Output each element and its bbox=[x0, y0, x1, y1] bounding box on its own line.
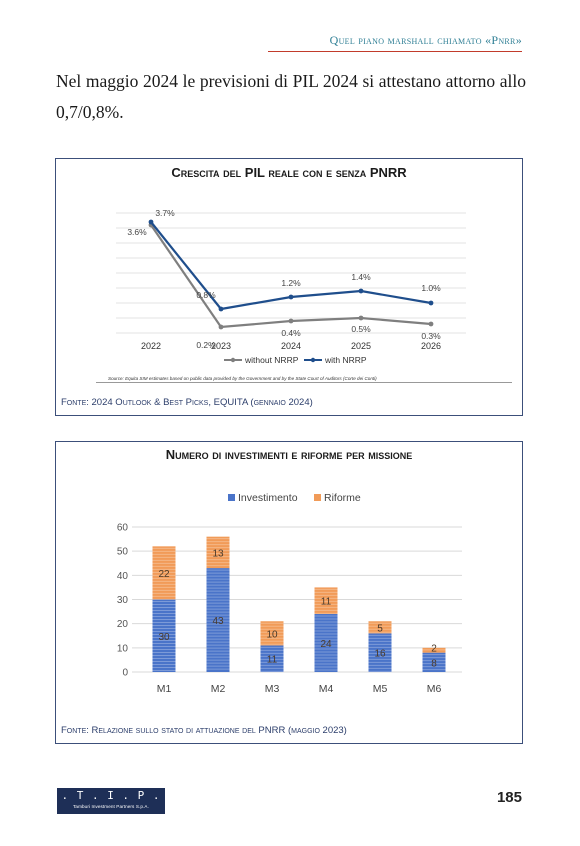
data-point bbox=[358, 315, 364, 321]
data-label: 2 bbox=[431, 644, 437, 655]
data-label: 22 bbox=[158, 569, 170, 580]
y-tick-label: 10 bbox=[117, 643, 129, 654]
missions-bar-chart: 0 10 20 30 40 50 60 Investimento Riforme 30 22 M1 43… bbox=[117, 492, 462, 695]
logo-subtext: Tamburi Investment Partners S.p.A. bbox=[73, 804, 149, 809]
data-label: 0.4% bbox=[281, 328, 301, 338]
chart-title: Numero di investimenti e riforme per mis… bbox=[165, 447, 413, 462]
data-label: 11 bbox=[267, 655, 278, 666]
legend-label: with NRRP bbox=[324, 355, 367, 365]
bar-investimento bbox=[260, 645, 284, 672]
data-label: 3.7% bbox=[155, 208, 175, 218]
data-point bbox=[148, 219, 154, 225]
data-label: 16 bbox=[374, 649, 386, 660]
page-number: 185 bbox=[496, 789, 522, 806]
y-tick-label: 40 bbox=[117, 571, 129, 582]
logo-text: . T . I . P . bbox=[61, 789, 161, 802]
legend-label: Investimento bbox=[238, 492, 298, 504]
data-label: 5 bbox=[377, 623, 383, 634]
x-tick-label: M3 bbox=[265, 683, 280, 695]
data-point bbox=[218, 324, 224, 330]
legend-marker bbox=[230, 357, 236, 363]
data-label: 3.6% bbox=[127, 227, 147, 237]
x-tick-label: 2026 bbox=[421, 341, 441, 351]
figure-gdp-growth: Crescita del PIL reale con e senza PNRR … bbox=[55, 158, 523, 416]
data-label: 13 bbox=[212, 548, 224, 559]
bar-riforme bbox=[152, 546, 176, 600]
bar-investimento bbox=[368, 633, 392, 672]
legend-label: Riforme bbox=[324, 492, 361, 504]
x-tick-label: M5 bbox=[373, 683, 388, 695]
bar-investimento bbox=[314, 614, 338, 672]
data-label: 30 bbox=[158, 632, 170, 643]
x-tick-label: 2022 bbox=[141, 341, 161, 351]
data-label: 0.5% bbox=[351, 324, 371, 334]
chart-source-note: Source: Equita SIM estimates based on pu… bbox=[108, 376, 377, 381]
data-point bbox=[358, 288, 364, 294]
y-tick-label: 20 bbox=[117, 619, 129, 630]
x-tick-label: M4 bbox=[319, 683, 334, 695]
series-line-without-nrrp bbox=[150, 224, 432, 329]
bar-investimento bbox=[152, 599, 176, 672]
x-tick-label: M6 bbox=[427, 683, 442, 695]
y-tick-label: 0 bbox=[122, 668, 128, 679]
figure-caption: Fonte: 2024 Outlook & Best Picks, EQUITA… bbox=[61, 397, 313, 408]
data-label: 11 bbox=[321, 597, 332, 608]
figure-caption: Fonte: Relazione sullo stato di attuazio… bbox=[61, 725, 347, 736]
gdp-line-chart: 3.6% 0.2% 0.4% 0.5% 0.3% 3.7% 0.8% 1.2% 1.4% 1.0%… bbox=[116, 208, 466, 365]
divider bbox=[96, 382, 512, 383]
data-point bbox=[428, 321, 434, 327]
data-label: 10 bbox=[266, 629, 278, 640]
legend-label: without NRRP bbox=[244, 355, 299, 365]
x-tick-label: 2024 bbox=[281, 341, 301, 351]
bar-investimento bbox=[422, 652, 446, 672]
bar-riforme bbox=[260, 621, 284, 646]
figure-investments-reforms: Numero di investimenti e riforme per mis… bbox=[55, 441, 523, 744]
bar-riforme bbox=[422, 647, 446, 653]
chart-title: Crescita del PIL reale con e senza PNRR bbox=[171, 165, 407, 180]
data-point bbox=[218, 306, 224, 312]
header-rule bbox=[268, 51, 522, 52]
bar-investimento bbox=[206, 568, 230, 672]
data-label: 8 bbox=[431, 658, 437, 669]
data-label: 0.2% bbox=[196, 340, 216, 350]
data-label: 43 bbox=[212, 616, 224, 627]
data-label: 0.3% bbox=[421, 331, 441, 341]
y-tick-label: 60 bbox=[117, 523, 129, 534]
bar-riforme bbox=[206, 536, 230, 569]
data-point bbox=[288, 318, 294, 324]
data-point bbox=[288, 294, 294, 300]
x-tick-label: 2023 bbox=[211, 341, 231, 351]
legend-marker bbox=[310, 357, 316, 363]
tip-logo: . T . I . P . Tamburi Investment Partner… bbox=[57, 788, 165, 814]
x-tick-label: M2 bbox=[211, 683, 226, 695]
legend-swatch bbox=[314, 494, 321, 501]
data-label: 1.4% bbox=[351, 272, 371, 282]
x-tick-label: 2025 bbox=[351, 341, 371, 351]
data-label: 24 bbox=[320, 639, 332, 650]
y-tick-label: 30 bbox=[117, 595, 129, 606]
bar-riforme bbox=[368, 621, 392, 634]
data-point bbox=[428, 300, 434, 306]
bar-riforme bbox=[314, 587, 338, 614]
legend-swatch bbox=[228, 494, 235, 501]
data-label: 1.2% bbox=[281, 278, 301, 288]
x-tick-label: M1 bbox=[157, 683, 172, 695]
data-label: 0.8% bbox=[196, 290, 216, 300]
running-header: Quel piano marshall chiamato «Pnrr» bbox=[329, 33, 522, 47]
body-paragraph: Nel maggio 2024 le previsioni di PIL 202… bbox=[56, 71, 526, 122]
y-tick-label: 50 bbox=[117, 547, 129, 558]
data-label: 1.0% bbox=[421, 283, 441, 293]
